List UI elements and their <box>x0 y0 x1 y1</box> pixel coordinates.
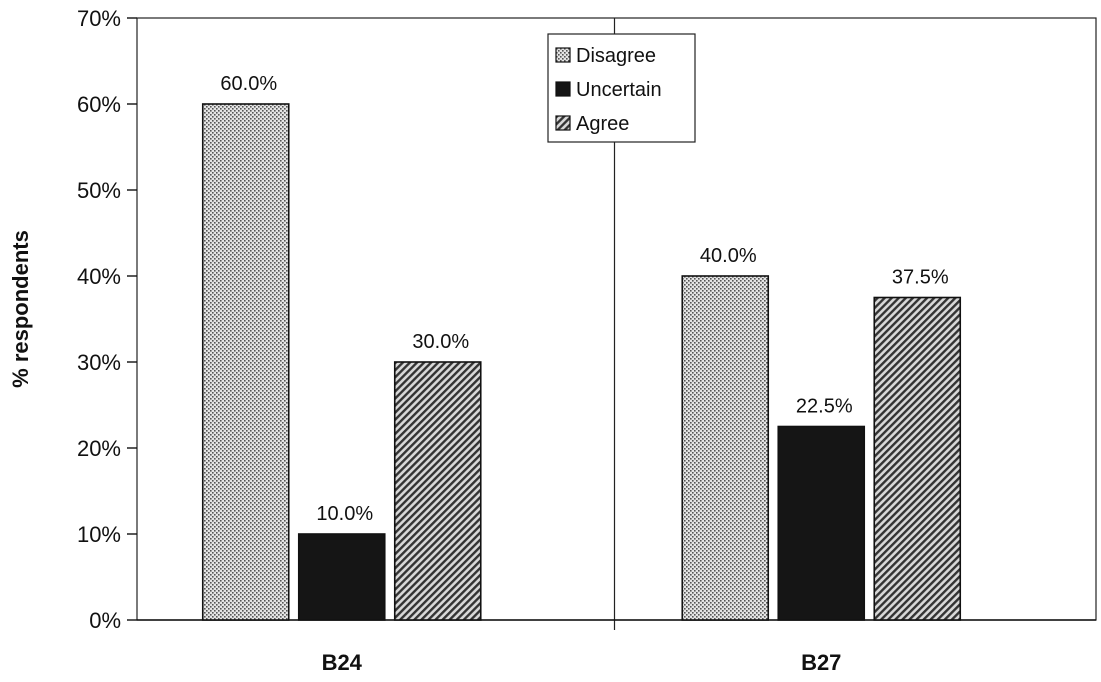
y-tick-label: 70% <box>77 6 121 31</box>
bar-uncertain-b24 <box>297 533 386 621</box>
data-label: 60.0% <box>220 73 277 95</box>
y-tick-label: 20% <box>77 436 121 461</box>
data-label: 30.0% <box>412 331 469 353</box>
data-label: 40.0% <box>700 245 757 267</box>
bar-disagree-b27 <box>681 275 770 621</box>
data-label: 10.0% <box>316 503 373 525</box>
x-category-label: B27 <box>801 650 841 675</box>
y-tick-label: 50% <box>77 178 121 203</box>
y-tick-label: 10% <box>77 522 121 547</box>
bar-uncertain-b27 <box>777 425 866 621</box>
legend-box <box>547 33 696 143</box>
data-label: 22.5% <box>796 396 853 418</box>
y-tick-label: 0% <box>89 608 121 633</box>
x-category-label: B24 <box>322 650 363 675</box>
y-tick-label: 40% <box>77 264 121 289</box>
bar-agree-b27 <box>873 296 962 621</box>
legend-label-agree: Agree <box>576 113 629 135</box>
y-tick-label: 60% <box>77 92 121 117</box>
bar-disagree-b24 <box>201 103 290 621</box>
legend-label-disagree: Disagree <box>576 45 656 67</box>
bar-agree-b24 <box>393 361 482 621</box>
legend-label-uncertain: Uncertain <box>576 79 662 101</box>
data-label: 37.5% <box>892 267 949 289</box>
legend-swatch-disagree <box>555 47 571 63</box>
legend-swatch-agree <box>555 115 571 131</box>
y-axis-label: % respondents <box>8 230 33 388</box>
legend-swatch-uncertain <box>555 81 571 97</box>
y-tick-label: 30% <box>77 350 121 375</box>
